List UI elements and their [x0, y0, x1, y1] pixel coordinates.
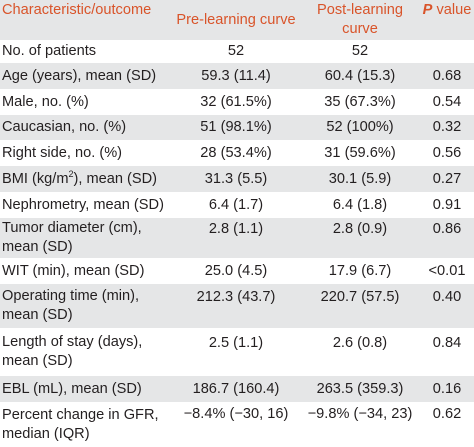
table-row: Nephrometry, mean (SD) 6.4 (1.7) 6.4 (1.… — [0, 192, 474, 218]
table-row: BMI (kg/m2), mean (SD) 31.3 (5.5) 30.1 (… — [0, 166, 474, 192]
row-post: 52 — [351, 43, 369, 59]
row-label: Tumor diameter (cm), mean (SD) — [2, 218, 174, 258]
table-row: WIT (min), mean (SD) 25.0 (4.5) 17.9 (6.… — [0, 258, 474, 284]
row-post: 60.4 (15.3) — [324, 67, 396, 84]
row-label: Age (years), mean (SD) — [2, 67, 157, 84]
row-label-line2: mean (SD) — [2, 239, 73, 255]
p-rest: value — [432, 2, 472, 18]
row-label: Right side, no. (%) — [2, 144, 123, 161]
p-letter: P — [422, 2, 433, 18]
table-row: Length of stay (days), mean (SD) 2.5 (1.1… — [0, 328, 474, 376]
header-characteristic: Characteristic/outcome — [2, 2, 152, 18]
row-label-sup: 2 — [68, 168, 74, 179]
row-p: 0.54 — [432, 93, 462, 110]
row-pre: 32 (61.5%) — [200, 93, 272, 110]
table-row: Percent change in GFR, median (IQR) −8.4%… — [0, 402, 474, 447]
row-p: 0.27 — [432, 170, 462, 187]
row-p: 0.32 — [432, 119, 462, 135]
row-p: 0.91 — [432, 196, 462, 213]
row-label-part: ), mean (SD) — [73, 170, 158, 187]
table-row: Caucasian, no. (%) 51 (98.1%) 52 (100%) … — [0, 115, 474, 140]
row-p: 0.86 — [432, 221, 462, 237]
row-pre: 31.3 (5.5) — [204, 170, 268, 187]
row-label: Nephrometry, mean (SD) — [2, 196, 164, 213]
row-p: 0.16 — [432, 380, 462, 397]
row-label: Operating time (min), mean (SD) — [2, 284, 174, 328]
row-post: 31 (59.6%) — [324, 144, 396, 161]
row-post: 35 (67.3%) — [324, 93, 396, 110]
row-label: Length of stay (days), mean (SD) — [2, 328, 174, 376]
table-row: Age (years), mean (SD) 59.3 (11.4) 60.4 … — [0, 63, 474, 89]
row-p: 0.56 — [432, 144, 462, 161]
row-label: EBL (mL), mean (SD) — [2, 380, 142, 397]
row-post: 17.9 (6.7) — [328, 262, 392, 279]
row-label: WIT (min), mean (SD) — [2, 262, 145, 279]
row-label-line2: mean (SD) — [2, 307, 73, 323]
header-p-value: P value — [420, 0, 474, 40]
row-pre: 51 (98.1%) — [200, 119, 272, 135]
row-label: No. of patients — [2, 43, 97, 59]
row-post: 220.7 (57.5) — [320, 289, 400, 305]
row-label-line2: mean (SD) — [2, 353, 73, 369]
row-label-part: BMI (kg/m — [2, 170, 69, 187]
row-pre: 2.8 (1.1) — [208, 221, 264, 237]
table-row: Right side, no. (%) 28 (53.4%) 31 (59.6%… — [0, 140, 474, 166]
table-row: Operating time (min), mean (SD) 212.3 (43… — [0, 284, 474, 328]
row-pre: 52 — [227, 43, 245, 59]
row-p: <0.01 — [428, 262, 466, 279]
table-row: Male, no. (%) 32 (61.5%) 35 (67.3%) 0.54 — [0, 89, 474, 115]
table-row: EBL (mL), mean (SD) 186.7 (160.4) 263.5 … — [0, 376, 474, 402]
row-label-line1: Operating time (min), — [2, 288, 140, 304]
row-post: 2.8 (0.9) — [332, 221, 388, 237]
row-p: 0.62 — [432, 406, 462, 422]
row-pre: 6.4 (1.7) — [208, 196, 264, 213]
row-label: BMI (kg/m2), mean (SD) — [2, 166, 174, 192]
row-pre: 25.0 (4.5) — [204, 262, 268, 279]
table-header-row: Characteristic/outcome Pre-learning curv… — [0, 0, 474, 40]
row-post: 6.4 (1.8) — [332, 196, 388, 213]
row-label-line1: Tumor diameter (cm), — [2, 220, 142, 236]
row-post: 30.1 (5.9) — [328, 170, 392, 187]
row-pre: 212.3 (43.7) — [196, 289, 276, 305]
row-label: Percent change in GFR, median (IQR) — [2, 402, 174, 447]
row-p — [420, 40, 474, 63]
row-label-line1: Length of stay (days), — [2, 334, 143, 350]
row-post: 263.5 (359.3) — [316, 380, 404, 397]
row-pre: −8.4% (−30, 16) — [183, 406, 289, 422]
table-row: Tumor diameter (cm), mean (SD) 2.8 (1.1) … — [0, 218, 474, 258]
row-label: Caucasian, no. (%) — [2, 119, 127, 135]
row-label-line1: Percent change in GFR, — [2, 406, 159, 423]
row-post: 52 (100%) — [326, 119, 394, 135]
row-p: 0.68 — [432, 67, 462, 84]
row-pre: 186.7 (160.4) — [192, 380, 280, 397]
row-post: −9.8% (−34, 23) — [307, 406, 413, 422]
row-pre: 2.5 (1.1) — [208, 335, 264, 351]
row-pre: 59.3 (11.4) — [201, 67, 271, 84]
row-label-line2: median (IQR) — [2, 425, 90, 442]
row-p: 0.84 — [432, 335, 462, 351]
row-p: 0.40 — [432, 289, 462, 305]
row-post: 2.6 (0.8) — [332, 335, 388, 351]
row-pre: 28 (53.4%) — [200, 144, 272, 161]
table-row: No. of patients 52 52 — [0, 40, 474, 63]
header-pre-learning: Pre-learning curve — [176, 11, 296, 28]
row-label: Male, no. (%) — [2, 93, 89, 110]
header-post-learning: Post-learning curve — [317, 2, 403, 37]
